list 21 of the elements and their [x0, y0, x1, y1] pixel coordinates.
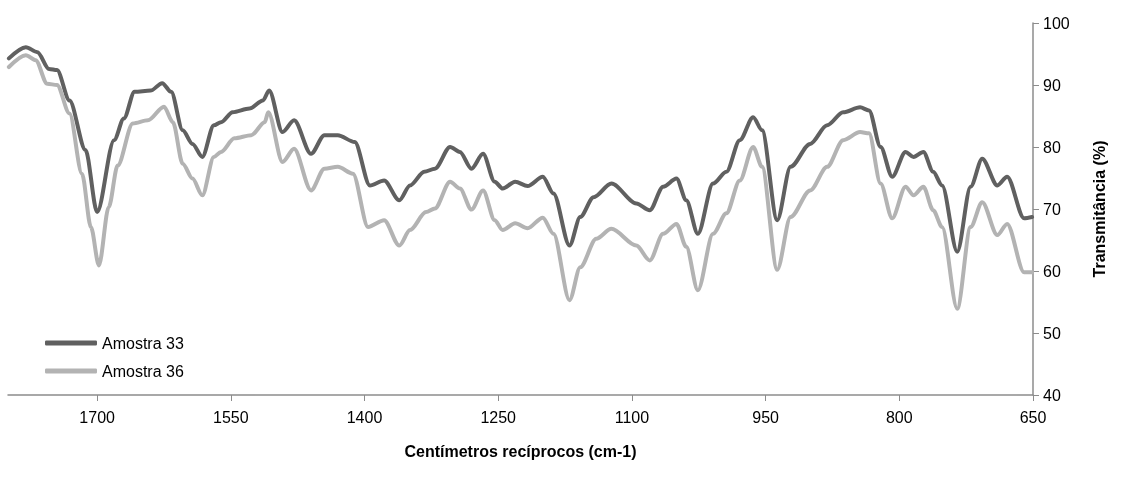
line-series: [6, 45, 1035, 254]
x-tick-label: 1700: [79, 408, 116, 426]
x-tick-label: 950: [752, 408, 780, 426]
y-tick-label: 80: [1043, 138, 1061, 156]
x-tick-label: 1100: [614, 408, 650, 426]
line-series: [6, 53, 1035, 311]
y-tick-label: 100: [1043, 14, 1070, 32]
legend-label: Amostra 36: [102, 362, 184, 380]
y-tick-label: 90: [1043, 76, 1061, 94]
x-tick-label: 800: [885, 408, 913, 426]
legend-label: Amostra 33: [102, 334, 184, 352]
y-axis-title: Transmitância (%): [1090, 140, 1108, 278]
y-tick-label: 60: [1043, 262, 1061, 280]
x-tick-label: 650: [1019, 408, 1047, 426]
x-tick-label: 1250: [480, 408, 517, 426]
x-axis-title: Centímetros recíprocos (cm-1): [404, 442, 637, 460]
y-tick-label: 70: [1043, 200, 1061, 218]
y-tick-label: 50: [1043, 324, 1061, 342]
x-tick-label: 1550: [213, 408, 249, 426]
x-tick-label: 1400: [346, 408, 383, 426]
y-tick-label: 40: [1043, 386, 1061, 404]
